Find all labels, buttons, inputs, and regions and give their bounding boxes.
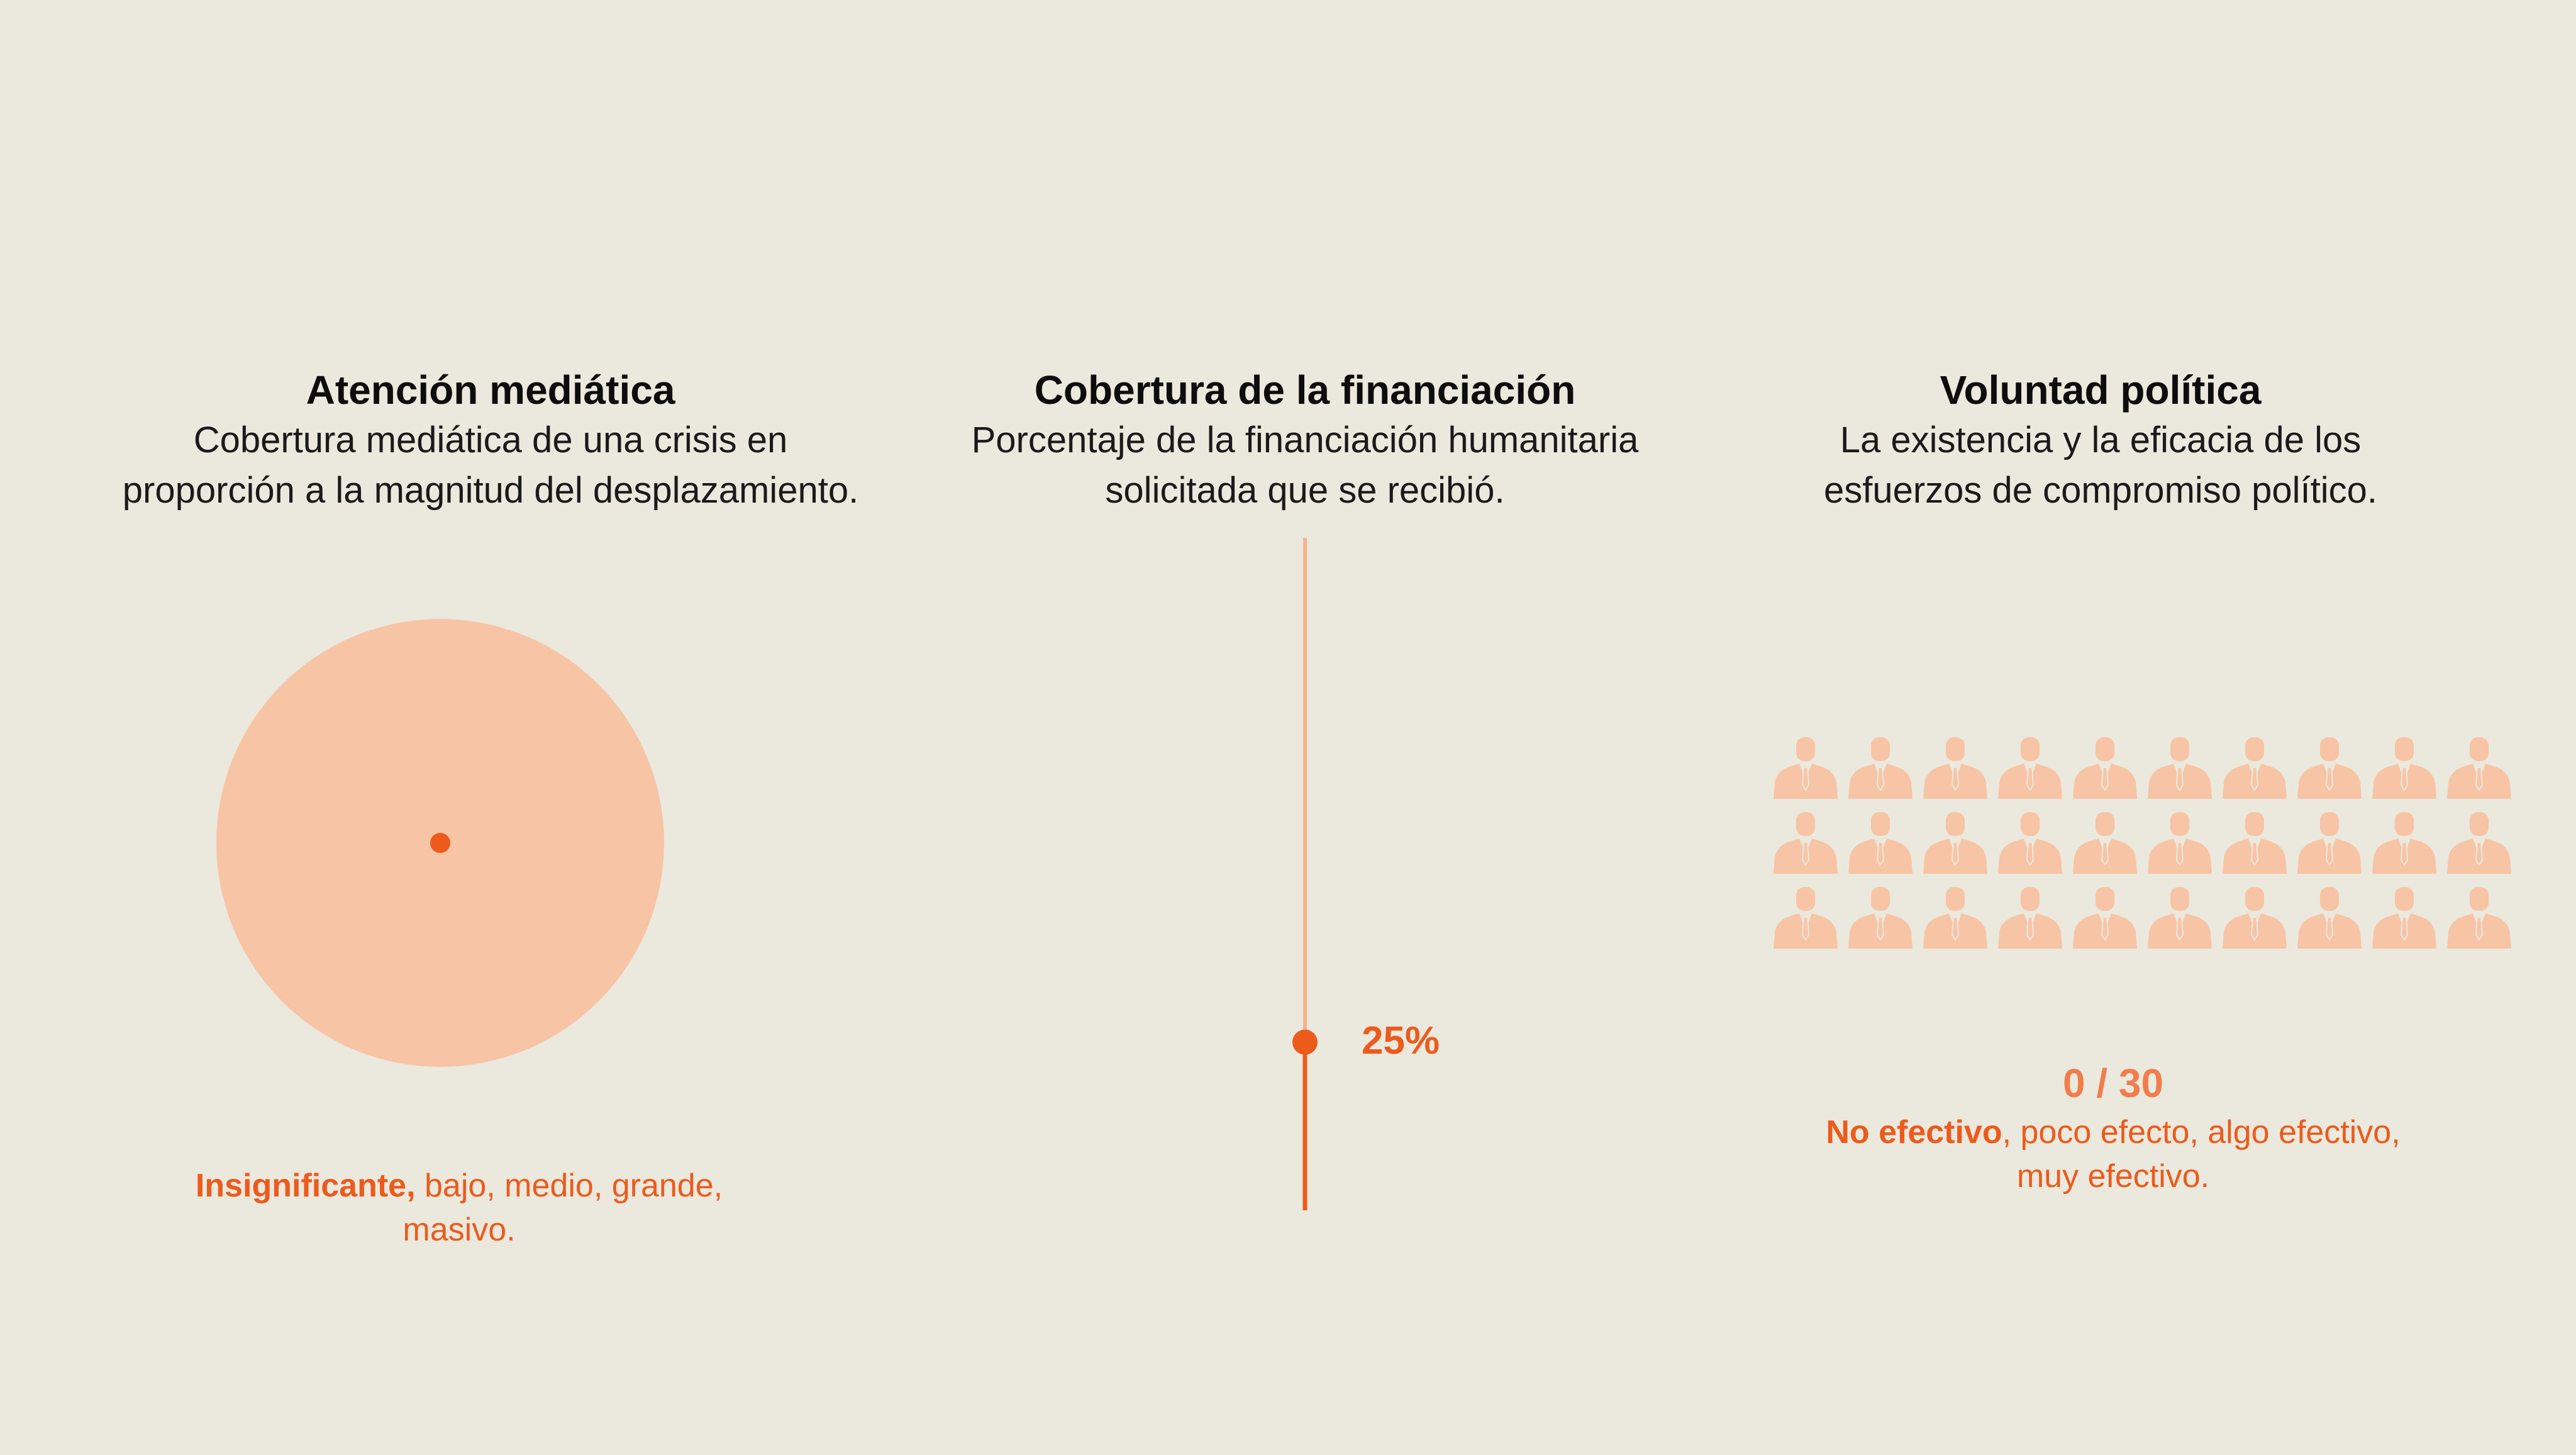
political-will-icon-grid — [1774, 737, 2511, 949]
person-in-suit-icon — [1774, 812, 1838, 874]
person-in-suit-icon — [1998, 887, 2062, 949]
person-in-suit-icon — [2223, 812, 2287, 874]
media-attention-level-dot — [430, 833, 450, 853]
person-in-suit-icon — [1923, 887, 1987, 949]
media-attention-description: Cobertura mediática de una crisis en pro… — [101, 415, 880, 516]
funding-value-marker — [1292, 1029, 1318, 1055]
political-will-scale: No efectivo, poco efecto, algo efectivo,… — [1755, 1110, 2472, 1198]
person-in-suit-icon — [2148, 737, 2212, 799]
media-attention-description-line-2: proporción a la magnitud del desplazamie… — [122, 470, 859, 511]
person-in-suit-icon — [1923, 737, 1987, 799]
media-attention-scale-highlight: Insignificante, — [195, 1168, 416, 1204]
political-will-scale-rest-2: muy efectivo. — [2016, 1158, 2210, 1195]
person-in-suit-icon — [1848, 737, 1913, 799]
political-will-description-line-2: esfuerzos de compromiso político. — [1823, 470, 2378, 511]
political-will-scale-rest-1: , poco efecto, algo efectivo, — [2002, 1114, 2401, 1151]
political-will-description-line-1: La existencia y la eficacia de los — [1840, 420, 2362, 460]
media-attention-scale-rest-2: masivo. — [402, 1212, 516, 1248]
person-in-suit-icon — [1774, 887, 1838, 949]
person-in-suit-icon — [2297, 812, 2362, 874]
person-in-suit-icon — [1998, 737, 2062, 799]
person-in-suit-icon — [2372, 812, 2436, 874]
funding-coverage-description-line-1: Porcentaje de la financiación humanitari… — [971, 420, 1639, 460]
person-in-suit-icon — [2297, 737, 2362, 799]
political-will-title: Voluntad política — [1940, 367, 2262, 413]
person-in-suit-icon — [2073, 812, 2137, 874]
funding-value-label: 25% — [1362, 1019, 1440, 1062]
funding-coverage-panel: Cobertura de la financiación Porcentaje … — [902, 365, 1707, 516]
person-in-suit-icon — [1774, 737, 1838, 799]
funding-coverage-title: Cobertura de la financiación — [1034, 367, 1576, 413]
media-attention-panel: Atención mediática Cobertura mediática d… — [101, 365, 880, 516]
media-attention-title: Atención mediática — [306, 367, 675, 413]
political-will-description: La existencia y la eficacia de los esfue… — [1748, 415, 2453, 516]
person-in-suit-icon — [2447, 737, 2511, 799]
funding-coverage-description: Porcentaje de la financiación humanitari… — [902, 415, 1707, 516]
person-in-suit-icon — [1848, 812, 1913, 874]
person-in-suit-icon — [2372, 737, 2436, 799]
person-in-suit-icon — [1998, 812, 2062, 874]
person-in-suit-icon — [2223, 887, 2287, 949]
person-in-suit-icon — [2073, 737, 2137, 799]
person-in-suit-icon — [2148, 887, 2212, 949]
person-in-suit-icon — [2447, 887, 2511, 949]
political-will-panel: Voluntad política La existencia y la efi… — [1748, 365, 2453, 516]
person-in-suit-icon — [2148, 812, 2212, 874]
person-in-suit-icon — [2073, 887, 2137, 949]
political-will-count: 0 / 30 — [2062, 1061, 2164, 1106]
media-attention-scale: Insignificante, bajo, medio, grande, mas… — [126, 1164, 792, 1252]
media-attention-description-line-1: Cobertura mediática de una crisis en — [193, 420, 788, 460]
person-in-suit-icon — [1923, 812, 1987, 874]
person-in-suit-icon — [2372, 887, 2436, 949]
person-in-suit-icon — [2297, 887, 2362, 949]
funding-coverage-description-line-2: solicitada que se recibió. — [1105, 470, 1505, 511]
person-in-suit-icon — [2447, 812, 2511, 874]
media-attention-scale-rest-1: bajo, medio, grande, — [415, 1168, 723, 1204]
person-in-suit-icon — [1848, 887, 1913, 949]
person-in-suit-icon — [2223, 737, 2287, 799]
political-will-scale-highlight: No efectivo — [1826, 1114, 2002, 1151]
